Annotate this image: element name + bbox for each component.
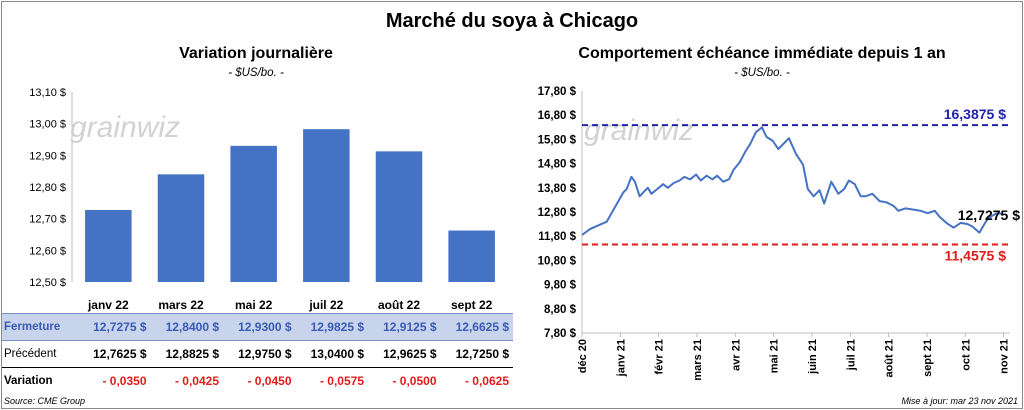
- bar-x-tick-label: juil 22: [308, 298, 343, 312]
- bar-watermark: grainwiz: [70, 111, 180, 144]
- high-label: 16,3875 $: [944, 106, 1006, 122]
- table-cell: 12,9750 $: [238, 347, 292, 361]
- line-x-tick-label: sept 21: [922, 339, 934, 377]
- bar-x-tick-label: mars 22: [158, 298, 204, 312]
- previous-row: Précédent 12,7625 $ 12,8825 $ 12,9750 $ 13,0…: [2, 341, 513, 368]
- line-y-axis: 7,80 $ 8,80 $ 9,80 $ 10,80 $ 11,80 $ 12,80 $ 1…: [538, 86, 1010, 340]
- line-x-tick-label: janv 21: [615, 339, 627, 377]
- right-chart-title: Comportement échéance immédiate depuis 1…: [578, 45, 946, 62]
- table-cell: 12,7250 $: [455, 347, 509, 361]
- row-label: Fermeture: [2, 313, 78, 341]
- bar-x-tick-label: mai 22: [235, 298, 273, 312]
- table-cell: 12,7625 $: [93, 347, 147, 361]
- line-y-tick-label: 8,80 $: [544, 304, 577, 316]
- line-y-tick-label: 16,80 $: [538, 110, 577, 122]
- line-y-tick-label: 12,80 $: [538, 207, 577, 219]
- line-x-tick-label: févr 21: [654, 339, 666, 374]
- row-label: Précédent: [4, 348, 57, 360]
- line-x-tick-label: mars 21: [692, 339, 704, 381]
- line-y-tick-label: 17,80 $: [538, 86, 577, 98]
- table-cell: 12,8400 $: [150, 313, 223, 341]
- table-cell: - 0,0625: [440, 367, 513, 395]
- table-cell: 12,9300 $: [223, 313, 296, 341]
- table-cell: - 0,0350: [78, 367, 151, 395]
- bar-series: [85, 129, 495, 282]
- bar: [230, 145, 277, 282]
- table-cell: - 0,0450: [223, 367, 296, 395]
- line-y-tick-label: 9,80 $: [544, 280, 577, 292]
- price-line: [581, 126, 1002, 236]
- right-chart-subtitle: - $US/bo. -: [734, 67, 790, 79]
- line-x-axis: déc 20 janv 21 févr 21 mars 21 avr 21 mai 21 j…: [577, 333, 1011, 381]
- table-cell: 12,8825 $: [165, 347, 219, 361]
- line-x-tick-label: juil 21: [845, 339, 857, 371]
- bar-x-tick-label: sept 22: [451, 298, 493, 312]
- main-title: Marché du soya à Chicago: [385, 10, 639, 32]
- bar-y-tick-label: 13,10 $: [29, 87, 66, 99]
- table-cell: 12,9125 $: [368, 313, 441, 341]
- bar-y-tick-label: 13,00 $: [29, 119, 66, 131]
- bar-x-tick-label: août 22: [378, 298, 420, 312]
- reference-lines: 16,3875 $ 11,4575 $: [582, 106, 1010, 263]
- bar: [448, 230, 495, 282]
- source-note: Source: CME Group: [4, 396, 86, 406]
- line-x-tick-label: oct 21: [960, 339, 972, 371]
- bar: [85, 209, 132, 282]
- table-cell: 12,9625 $: [383, 347, 437, 361]
- left-chart-title: Variation journalière: [179, 45, 333, 62]
- row-label: Variation: [2, 367, 78, 395]
- line-series: 12,7275 $: [581, 126, 1020, 236]
- bar-x-tick-label: janv 22: [87, 298, 129, 312]
- bar-x-axis: janv 22 mars 22 mai 22 juil 22 août 22 sept 2…: [87, 298, 493, 312]
- line-watermark: grainwiz: [584, 114, 694, 147]
- line-chart: 7,80 $ 8,80 $ 9,80 $ 10,80 $ 11,80 $ 12,80 $ 1…: [538, 86, 1021, 381]
- table-cell: 12,9825 $: [295, 313, 368, 341]
- contracts-table: Fermeture 12,7275 $12,8400 $12,9300 $12,9…: [2, 313, 513, 395]
- bar: [157, 174, 205, 282]
- bar-y-tick-label: 12,80 $: [29, 182, 66, 194]
- line-x-tick-label: août 21: [884, 339, 896, 378]
- line-y-tick-label: 15,80 $: [538, 134, 577, 146]
- line-x-tick-label: avr 21: [730, 339, 742, 371]
- line-y-tick-label: 10,80 $: [538, 255, 577, 267]
- table-cell: 12,6625 $: [440, 313, 513, 341]
- bar-y-tick-label: 12,50 $: [29, 277, 66, 289]
- bar-y-tick-label: 12,90 $: [29, 150, 66, 162]
- variation-row: Variation - 0,0350- 0,0425- 0,0450- 0,057…: [2, 367, 513, 395]
- line-y-tick-label: 11,80 $: [538, 231, 576, 243]
- line-y-tick-label: 7,80 $: [544, 328, 577, 340]
- table-cell: - 0,0575: [295, 367, 368, 395]
- line-x-tick-label: déc 20: [577, 339, 589, 373]
- low-label: 11,4575 $: [944, 247, 1006, 263]
- line-x-tick-label: nov 21: [999, 339, 1011, 374]
- table-cell: - 0,0500: [368, 367, 441, 395]
- table-cell: - 0,0425: [150, 367, 223, 395]
- update-note: Mise à jour: mar 23 nov 2021: [901, 396, 1018, 406]
- line-y-tick-label: 14,80 $: [538, 159, 577, 171]
- left-chart-subtitle: - $US/bo. -: [228, 67, 284, 79]
- table-cell: 13,0400 $: [310, 347, 364, 361]
- close-row: Fermeture 12,7275 $12,8400 $12,9300 $12,9…: [2, 313, 513, 341]
- line-y-tick-label: 13,80 $: [538, 183, 577, 195]
- bar-y-tick-label: 12,60 $: [29, 245, 66, 257]
- line-x-tick-label: mai 21: [769, 339, 781, 373]
- line-x-tick-label: juin 21: [807, 339, 819, 375]
- bar: [375, 151, 423, 282]
- table-cell: 12,7275 $: [78, 313, 151, 341]
- last-price-label: 12,7275 $: [958, 207, 1020, 223]
- bar: [303, 129, 350, 282]
- bar-chart: 12,50 $ 12,60 $ 12,70 $ 12,80 $ 12,90 $ 13,00…: [29, 87, 495, 312]
- bar-y-axis: 12,50 $ 12,60 $ 12,70 $ 12,80 $ 12,90 $ 13,00…: [29, 87, 73, 289]
- bar-y-tick-label: 12,70 $: [29, 214, 66, 226]
